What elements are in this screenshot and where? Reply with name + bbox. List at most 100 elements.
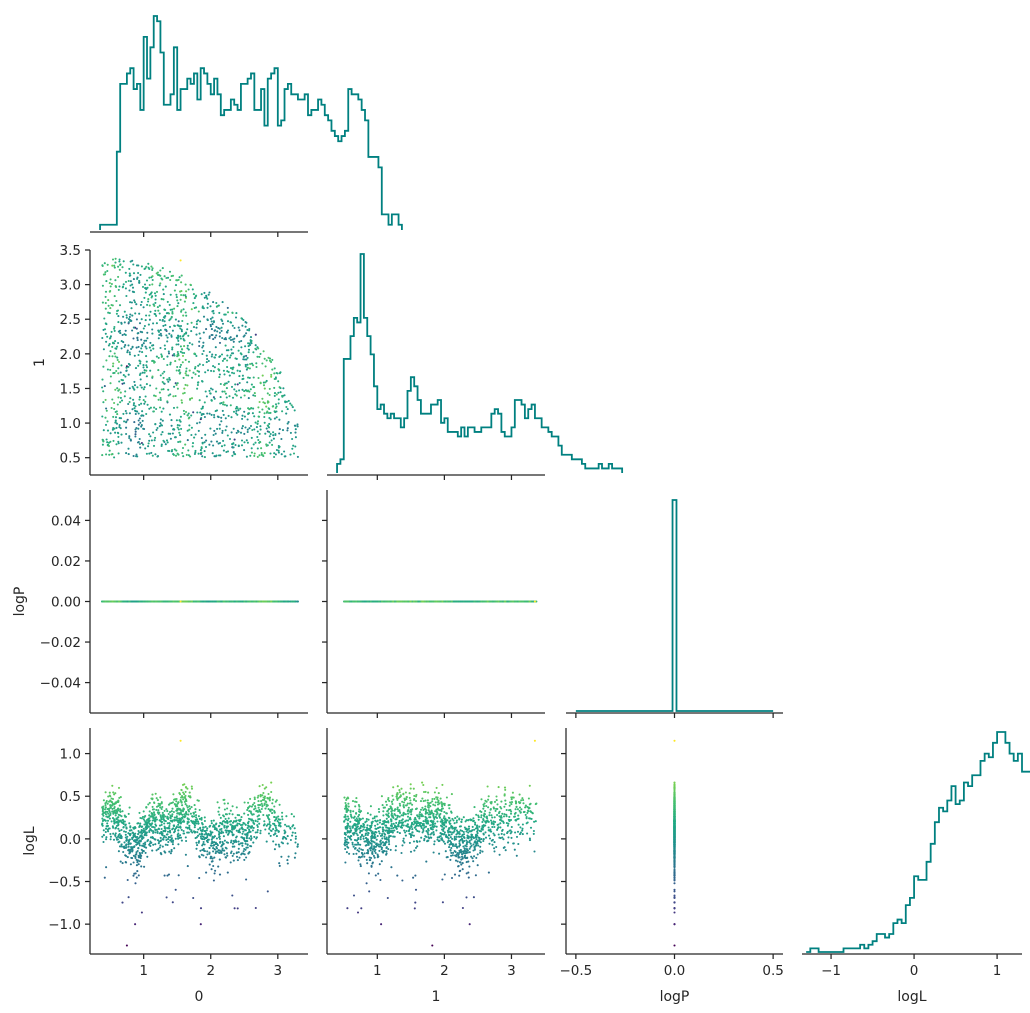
scatter-point [108,290,111,293]
scatter-point [119,860,122,863]
scatter-point [229,367,233,370]
scatter-point [202,840,205,844]
scatter-point [137,345,140,348]
scatter-point [191,288,194,291]
scatter-point [140,265,143,268]
scatter-point [267,356,270,359]
scatter-point [246,428,249,431]
scatter-point [119,401,122,404]
scatter-point [127,402,130,406]
scatter-point [202,307,205,310]
scatter-point [129,280,132,283]
scatter-point [163,600,166,603]
scatter-point [228,395,231,398]
scatter-point [157,337,160,340]
scatter-point [150,291,153,294]
scatter-point [477,600,480,603]
scatter-point [503,600,507,603]
scatter-point [109,307,112,310]
scatter-point [185,331,188,334]
scatter-point [226,434,229,437]
scatter-point [158,391,161,394]
scatter-point [186,865,189,868]
scatter-point [238,340,241,343]
scatter-point [113,325,116,329]
scatter-point [158,284,161,287]
scatter-point [254,394,257,397]
scatter-point [104,322,107,325]
y-tick-label: 1.5 [60,381,81,397]
scatter-point [117,315,120,318]
scatter-point [171,901,174,904]
scatter-point [266,424,269,427]
scatter-point [167,432,170,435]
scatter-point [146,855,149,858]
scatter-point [113,264,116,267]
scatter-point [145,375,148,378]
scatter-point [212,879,215,882]
scatter-point [294,841,297,844]
scatter-point [250,837,253,840]
scatter-point [286,422,289,425]
scatter-point [187,334,190,337]
scatter-point [134,409,137,412]
scatter-point [259,352,262,355]
scatter-point [124,375,127,378]
scatter-point [165,334,168,337]
scatter-point [189,455,192,458]
scatter-point [160,334,163,337]
scatter-point [169,437,172,440]
scatter-point [223,403,226,406]
scatter-point [219,396,222,399]
scatter-point [220,420,223,423]
scatter-point [409,600,412,603]
scatter-point [256,422,259,425]
scatter-point [275,393,278,396]
scatter-point [206,297,209,300]
y-tick-label: −0.04 [40,676,81,692]
scatter-point [255,362,258,365]
scatter-point [190,308,193,311]
scatter-point [248,408,251,411]
scatter-point [240,439,244,442]
scatter-point [215,440,219,443]
scatter-point [180,309,183,312]
scatter-point [252,394,255,397]
scatter-point [104,600,107,603]
scatter-point [174,454,178,457]
scatter-point [174,888,177,891]
scatter-point [140,386,143,389]
scatter-point [206,600,209,603]
scatter-point [219,382,222,386]
scatter-point [128,400,131,404]
scatter-point [205,439,208,442]
scatter-point [243,355,246,358]
scatter-point [173,436,177,439]
scatter-point [192,371,195,374]
scatter-point [139,384,142,387]
scatter-point [168,850,171,853]
scatter-point [285,400,288,403]
scatter-point [232,451,235,454]
scatter-point [175,279,178,282]
scatter-point [217,849,220,852]
scatter-point [194,365,197,369]
scatter-point [241,414,244,417]
scatter-point [200,407,203,410]
scatter-point [256,447,259,450]
scatter-point [111,355,114,358]
scatter-point [211,310,214,313]
y-tick-label: 0.5 [60,451,81,467]
panel-hist-0 [90,15,403,237]
scatter-point [110,330,113,333]
scatter-point [235,409,238,413]
scatter-point [258,600,261,603]
scatter-point [296,600,299,603]
scatter-point [202,413,205,416]
scatter-point [195,326,198,329]
scatter-point [131,283,134,286]
scatter-point [109,368,112,371]
scatter-point [117,367,120,370]
scatter-point [222,842,225,845]
scatter-point [190,600,193,603]
